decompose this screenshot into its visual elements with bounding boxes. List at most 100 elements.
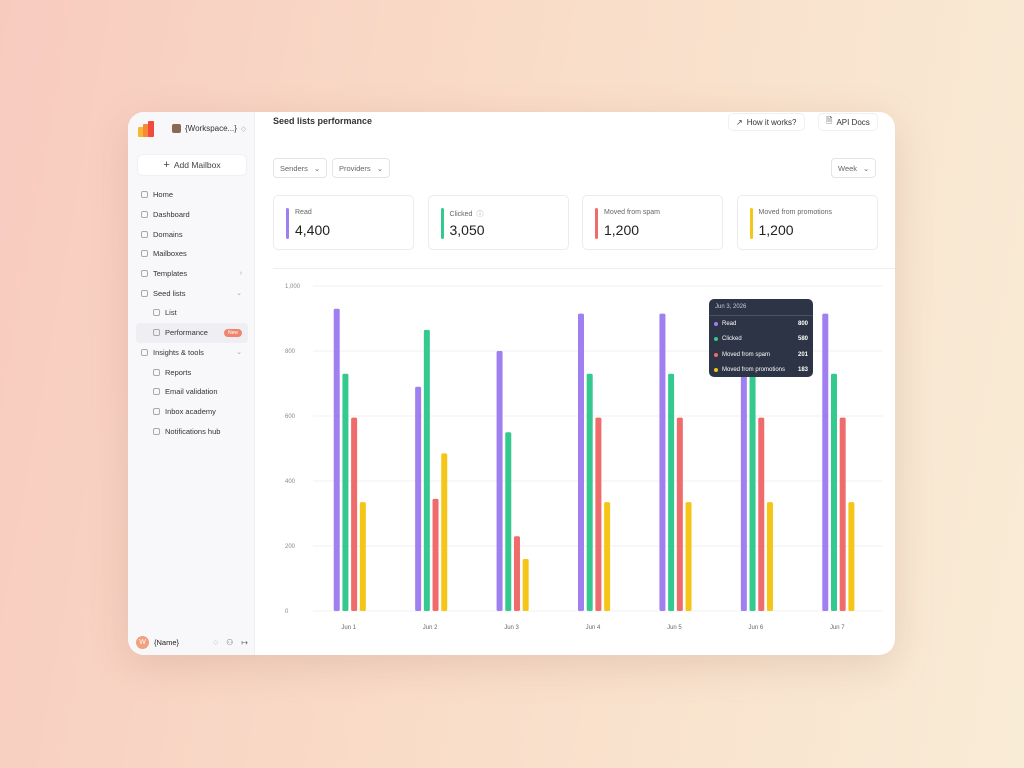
y-tick-label: 200: [285, 544, 296, 550]
sidebar-item-performance[interactable]: Performance New: [136, 322, 248, 343]
logo-icon: [138, 121, 154, 137]
providers-label: Providers: [339, 163, 371, 173]
stat-value: 4,400: [295, 222, 331, 238]
workspace-switcher[interactable]: {Workspace...} ◇: [172, 124, 246, 133]
user-name: {Name}: [154, 638, 180, 647]
bar-clicked: [586, 373, 593, 611]
bar-read: [659, 313, 666, 611]
user-footer: W {Name} ◌ ⚇ ↦: [136, 636, 248, 649]
user-icon[interactable]: ⚇: [226, 638, 234, 647]
sidebar-item-label: Home: [153, 190, 174, 200]
chevron-down-icon: ⌄: [863, 163, 870, 173]
file-icon: [153, 388, 160, 396]
senders-label: Senders: [280, 163, 308, 173]
x-tick-label: Jun 7: [830, 625, 845, 631]
sidebar-item-label: Seed lists: [153, 288, 186, 298]
chevron-icon: ⌄: [236, 349, 242, 357]
stat-label: Moved from promotions: [758, 209, 833, 216]
stat-label: Clicked: [449, 210, 473, 218]
how-label: How it works?: [746, 117, 797, 127]
chart: 0 200 400 600 800 1,000 Jun 1 Jun 2 Jun 3 Jun 4 Ju…: [273, 268, 895, 642]
bar-chart: 0 200 400 600 800 1,000 Jun 1 Jun 2 Jun 3 Jun 4 Ju…: [285, 284, 883, 631]
plus-icon: +: [163, 159, 170, 171]
sidebar-item-label: Inbox academy: [165, 406, 216, 416]
tooltip-value: 183: [797, 367, 808, 374]
sidebar-item-label: Reports: [165, 367, 192, 377]
stat-card-read: Read 4,400: [273, 195, 414, 250]
bar-clicked: [342, 373, 349, 611]
bar-clicked: [830, 373, 837, 611]
sidebar-nav: Home Dashboard Domains Mailboxes Templates › S…: [136, 185, 248, 441]
bar-moved-from-spam: [676, 417, 683, 611]
bar-read: [578, 313, 584, 611]
x-tick-label: Jun 2: [423, 625, 438, 631]
add-mailbox-label: Add Mailbox: [173, 160, 221, 170]
sidebar-item-label: Dashboard: [153, 210, 190, 220]
tooltip-label: Read: [722, 320, 737, 327]
stat-label-wrap: Moved from promotions: [759, 209, 833, 216]
bar-moved-from-spam: [513, 536, 520, 611]
info-icon[interactable]: ⓘ: [476, 211, 484, 218]
bar-clicked: [668, 373, 675, 611]
y-tick-label: 600: [285, 414, 296, 420]
sidebar-item-domains[interactable]: Domains: [136, 224, 248, 244]
senders-dropdown[interactable]: Senders ⌄: [273, 158, 328, 178]
chart-icon: [153, 329, 160, 337]
sidebar-item-label: Templates: [153, 269, 188, 279]
stat-color-bar: [440, 208, 444, 239]
tooltip-row: Read 800: [709, 316, 813, 332]
add-mailbox-button[interactable]: + Add Mailbox: [138, 155, 246, 175]
x-tick-label: Jun 3: [504, 625, 519, 631]
bar-moved-from-promotions: [441, 453, 448, 611]
api-docs-button[interactable]: 🗎 API Docs: [819, 114, 877, 130]
sidebar-item-list[interactable]: List: [136, 303, 248, 323]
arrow-up-right-icon: ↗: [736, 117, 743, 127]
chevron-down-icon: ⌄: [313, 163, 321, 173]
sidebar-item-mailboxes[interactable]: Mailboxes: [136, 244, 248, 264]
chevron-down-icon: ⌄: [376, 163, 383, 173]
sidebar-item-dashboard[interactable]: Dashboard: [136, 205, 248, 225]
y-tick-label: 800: [285, 349, 296, 355]
avatar[interactable]: W: [136, 636, 149, 649]
home-icon: [141, 191, 148, 199]
chat-icon[interactable]: ◌: [213, 638, 219, 647]
tooltip-label: Clicked: [722, 336, 742, 343]
tooltip-label: Moved from spam: [722, 351, 771, 358]
api-label: API Docs: [836, 117, 870, 127]
sidebar-item-label: Performance: [165, 328, 208, 338]
bar-moved-from-spam: [595, 417, 602, 611]
series-dot: [714, 368, 718, 373]
stat-card-clicked: Clicked ⓘ 3,050: [427, 195, 569, 250]
sidebar-item-label: Email validation: [165, 387, 218, 397]
bar-moved-from-promotions: [848, 502, 855, 611]
bar-clicked: [423, 329, 430, 611]
bar-read: [333, 308, 340, 611]
stat-card-moved-from-promotions: Moved from promotions 1,200: [736, 195, 878, 250]
sidebar-item-insights-tools[interactable]: Insights & tools ⌄: [136, 343, 248, 363]
x-tick-label: Jun 6: [749, 625, 764, 631]
bar-moved-from-promotions: [359, 502, 366, 611]
stat-label-wrap: Clicked ⓘ: [450, 209, 484, 219]
series-dot: [714, 321, 718, 326]
sidebar-item-templates[interactable]: Templates ›: [136, 264, 248, 284]
stat-value: 3,050: [449, 222, 485, 238]
how-it-works-button[interactable]: ↗ How it works?: [729, 114, 804, 130]
stat-color-bar: [286, 208, 289, 239]
sidebar-item-email-validation[interactable]: Email validation: [136, 382, 248, 402]
bar-moved-from-promotions: [685, 502, 692, 611]
bar-clicked: [505, 432, 512, 611]
chart-tooltip: Jun 3, 2026 Read 800 Clicked 580 Moved from …: [709, 299, 813, 377]
tooltip-value: 201: [797, 351, 808, 358]
sidebar-item-inbox-academy[interactable]: Inbox academy: [136, 402, 248, 422]
sidebar-item-notifications-hub[interactable]: Notifications hub: [136, 421, 248, 441]
sidebar-item-home[interactable]: Home: [136, 185, 248, 205]
bar-moved-from-promotions: [522, 559, 529, 611]
app-window: {Workspace...} ◇ + Add Mailbox Home Dashboa…: [128, 112, 895, 655]
stat-value: 1,200: [758, 222, 794, 238]
period-dropdown[interactable]: Week ⌄: [831, 158, 877, 178]
sidebar-item-seed-lists[interactable]: Seed lists ⌄: [136, 283, 248, 303]
logout-icon[interactable]: ↦: [241, 638, 248, 647]
sidebar-item-reports[interactable]: Reports: [136, 362, 248, 382]
academy-icon: [153, 407, 160, 415]
providers-dropdown[interactable]: Providers ⌄: [332, 158, 390, 178]
